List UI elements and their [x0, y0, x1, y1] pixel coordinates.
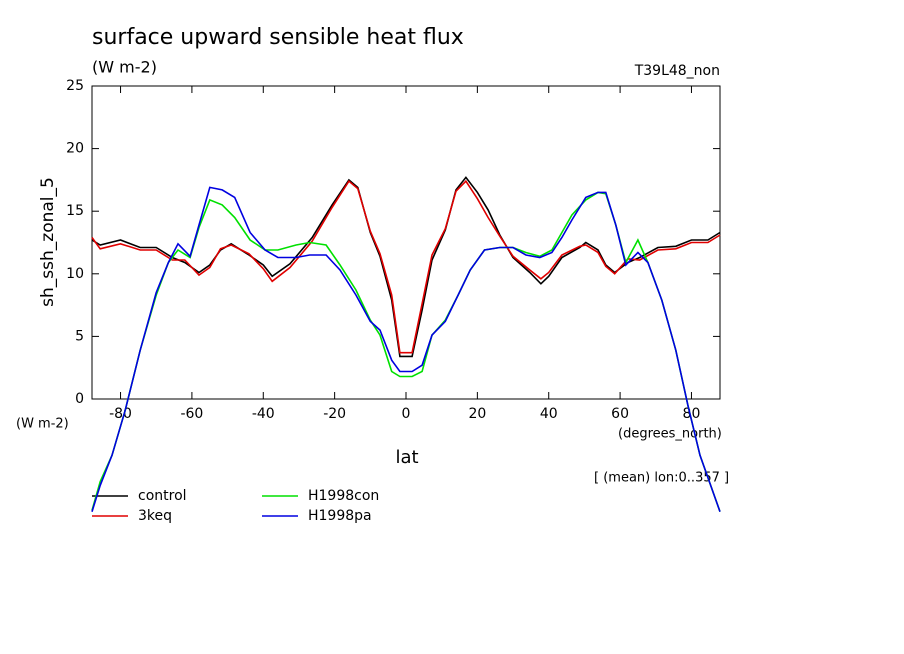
- x-tick-label: 0: [402, 406, 411, 422]
- series-line: [91, 179, 721, 354]
- x-tick-label: 60: [611, 406, 629, 422]
- legend-label: 3keq: [138, 508, 172, 524]
- run-label: T39L48_non: [634, 63, 720, 79]
- x-tick-label: 80: [683, 406, 701, 422]
- x-tick-label: -80: [109, 406, 132, 422]
- legend-label: H1998con: [308, 488, 379, 504]
- y-tick-label: 15: [66, 203, 84, 219]
- annotation: [ (mean) lon:0..357 ]: [594, 471, 729, 486]
- legend-label: H1998pa: [308, 508, 372, 524]
- series-line: [91, 176, 721, 358]
- y-tick-label: 25: [66, 78, 84, 94]
- y-tick-label: 5: [75, 328, 84, 344]
- y-units: (W m-2): [16, 417, 69, 432]
- series-line: [91, 186, 721, 512]
- y-axis-label: sh_ssh_zonal_5: [38, 177, 58, 307]
- x-tick-label: -20: [323, 406, 346, 422]
- chart-title: surface upward sensible heat flux: [92, 25, 464, 50]
- x-tick-label: 20: [468, 406, 486, 422]
- x-tick-label: 40: [540, 406, 558, 422]
- y-tick-label: 0: [75, 391, 84, 407]
- x-units: (degrees_north): [618, 427, 722, 442]
- chart-subtitle: (W m-2): [92, 58, 157, 77]
- x-tick-label: -40: [252, 406, 275, 422]
- y-tick-label: 10: [66, 266, 84, 282]
- legend-label: control: [138, 488, 187, 504]
- y-tick-label: 20: [66, 141, 84, 157]
- x-axis-label: lat: [395, 447, 418, 468]
- x-tick-label: -60: [180, 406, 203, 422]
